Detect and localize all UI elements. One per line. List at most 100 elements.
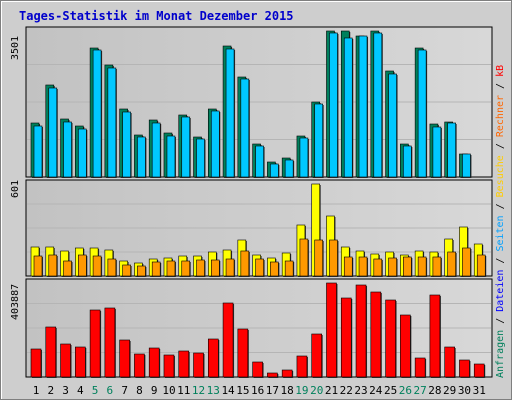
bar-dateien-1 [33, 125, 43, 178]
bar-dateien-14 [225, 48, 235, 178]
bar-kb-23 [355, 284, 367, 378]
bar-kb-22 [340, 297, 352, 378]
day-label-23: 23 [354, 384, 367, 397]
bar-kb-27 [414, 357, 426, 378]
bar-dateien-6 [107, 67, 117, 178]
bar-seiten-24 [373, 258, 383, 277]
chart-title: Tages-Statistik im Monat Dezember 2015 [19, 9, 294, 23]
day-label-9: 9 [151, 384, 158, 397]
day-label-22: 22 [340, 384, 353, 397]
bar-kb-25 [385, 299, 396, 378]
day-label-12: 12 [192, 384, 205, 397]
bar-seiten-23 [358, 256, 368, 277]
bar-kb-13 [207, 338, 219, 378]
legend-part-0: Anfragen [495, 330, 506, 378]
bar-seiten-21 [329, 239, 338, 277]
bar-kb-31 [473, 363, 485, 378]
bar-dateien-15 [240, 78, 250, 178]
ymax-label-middle: 601 [10, 180, 21, 198]
bar-seiten-8 [137, 265, 146, 277]
bar-dateien-16 [255, 145, 264, 178]
bar-seiten-31 [476, 254, 486, 277]
legend-part-4: Seiten [495, 215, 506, 251]
bar-seiten-12 [196, 259, 205, 277]
bar-dateien-17 [270, 163, 279, 178]
series-legend-vertical: Anfragen / Dateien / Seiten / Besuche / … [495, 65, 506, 378]
bar-seiten-5 [92, 255, 102, 277]
bar-kb-16 [252, 361, 263, 378]
day-label-27: 27 [414, 384, 427, 397]
day-label-21: 21 [325, 384, 338, 397]
bar-seiten-4 [78, 254, 87, 277]
day-label-5: 5 [92, 384, 99, 397]
bar-dateien-19 [299, 137, 309, 178]
legend-part-8: Rechner [495, 95, 506, 137]
day-label-15: 15 [236, 384, 249, 397]
bars-bottom [30, 282, 486, 378]
bar-seiten-1 [33, 255, 43, 277]
bar-dateien-20 [314, 103, 324, 178]
legend-part-7: / [495, 137, 506, 155]
bar-kb-19 [296, 355, 308, 378]
bar-dateien-18 [284, 159, 294, 178]
bar-seiten-10 [166, 260, 176, 277]
legend-part-10: kB [495, 65, 506, 77]
day-label-26: 26 [399, 384, 412, 397]
bar-kb-20 [311, 333, 323, 378]
bar-dateien-10 [166, 135, 176, 178]
bar-seiten-17 [270, 261, 279, 277]
day-label-30: 30 [458, 384, 471, 397]
bar-kb-10 [163, 354, 175, 378]
day-label-17: 17 [266, 384, 279, 397]
bar-dateien-28 [432, 126, 442, 178]
legend-part-5: / [495, 197, 506, 215]
bar-dateien-30 [462, 153, 471, 178]
legend-part-2: Dateien [495, 270, 506, 312]
bar-dateien-3 [63, 121, 72, 178]
day-label-11: 11 [177, 384, 190, 397]
bar-seiten-19 [299, 238, 309, 277]
bar-seiten-13 [210, 259, 220, 277]
bar-kb-24 [370, 291, 382, 378]
bar-kb-7 [119, 339, 130, 378]
bar-seiten-14 [225, 258, 235, 277]
day-label-10: 10 [162, 384, 175, 397]
bar-dateien-27 [417, 49, 427, 178]
grid-bottom [27, 303, 491, 353]
day-label-29: 29 [443, 384, 456, 397]
bar-dateien-7 [122, 111, 131, 178]
bar-dateien-2 [48, 87, 58, 178]
bar-seiten-30 [462, 247, 471, 277]
day-label-8: 8 [136, 384, 143, 397]
day-label-31: 31 [473, 384, 486, 397]
bar-dateien-24 [373, 32, 383, 178]
bar-seiten-11 [181, 260, 191, 277]
ymax-label-bottom: 403887 [10, 284, 21, 320]
day-label-7: 7 [121, 384, 128, 397]
bar-kb-6 [104, 307, 116, 378]
bar-dateien-22 [343, 37, 353, 178]
bar-seiten-26 [403, 256, 412, 277]
grid-top [27, 64, 491, 140]
day-label-4: 4 [77, 384, 84, 397]
bar-seiten-2 [48, 254, 58, 277]
bar-kb-3 [60, 343, 71, 378]
day-label-20: 20 [310, 384, 323, 397]
bar-kb-21 [326, 282, 337, 378]
day-label-24: 24 [369, 384, 383, 397]
bar-dateien-21 [329, 32, 338, 178]
day-label-18: 18 [281, 384, 294, 397]
day-label-14: 14 [221, 384, 235, 397]
day-label-2: 2 [47, 384, 54, 397]
bar-kb-2 [45, 326, 57, 378]
bar-dateien-29 [447, 122, 456, 178]
bar-seiten-27 [417, 256, 427, 277]
day-label-1: 1 [33, 384, 40, 397]
bar-kb-18 [281, 369, 293, 378]
day-label-19: 19 [295, 384, 308, 397]
bar-kb-9 [148, 347, 160, 378]
bar-seiten-22 [343, 256, 353, 277]
bar-kb-4 [75, 346, 86, 378]
bar-kb-26 [400, 314, 411, 378]
